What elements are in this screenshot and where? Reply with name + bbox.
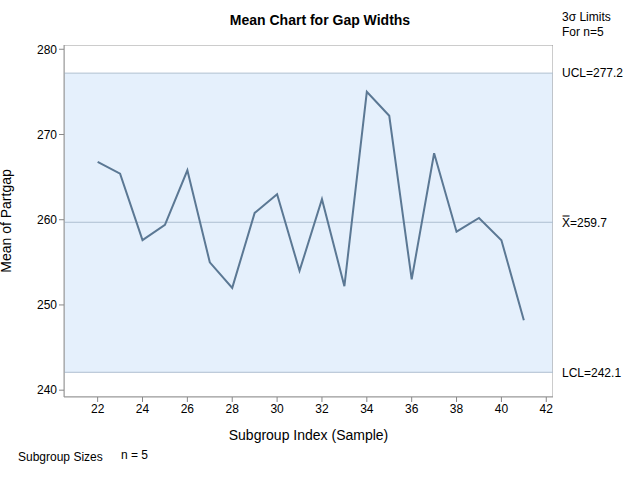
svg-text:28: 28 — [226, 402, 240, 416]
html-text:n = 5: n = 5 — [121, 448, 148, 462]
svg-text:30: 30 — [270, 402, 284, 416]
html-text:For n=5: For n=5 — [562, 25, 604, 39]
svg-text:260: 260 — [37, 213, 57, 227]
svg-text:32: 32 — [315, 402, 329, 416]
svg-text:36: 36 — [405, 402, 419, 416]
html-text:3σ Limits: 3σ Limits — [562, 10, 611, 24]
svg-text:38: 38 — [450, 402, 464, 416]
svg-text:X̿=259.7: X̿=259.7 — [562, 215, 607, 230]
svg-text:280: 280 — [37, 43, 57, 57]
svg-text:42: 42 — [540, 402, 554, 416]
svg-text:26: 26 — [181, 402, 195, 416]
html-text:Mean Chart for Gap Widths: Mean Chart for Gap Widths — [229, 12, 411, 28]
svg-text:UCL=277.2: UCL=277.2 — [562, 66, 623, 80]
svg-text:240: 240 — [37, 383, 57, 397]
svg-text:Subgroup Index (Sample): Subgroup Index (Sample) — [229, 427, 389, 443]
svg-text:LCL=242.1: LCL=242.1 — [562, 366, 621, 380]
svg-text:270: 270 — [37, 128, 57, 142]
svg-text:34: 34 — [360, 402, 374, 416]
svg-text:250: 250 — [37, 298, 57, 312]
svg-text:24: 24 — [136, 402, 150, 416]
svg-text:Mean of Partgap: Mean of Partgap — [8, 169, 14, 273]
html-text:Subgroup Sizes: Subgroup Sizes — [18, 450, 103, 464]
svg-text:40: 40 — [495, 402, 509, 416]
svg-text:22: 22 — [91, 402, 105, 416]
